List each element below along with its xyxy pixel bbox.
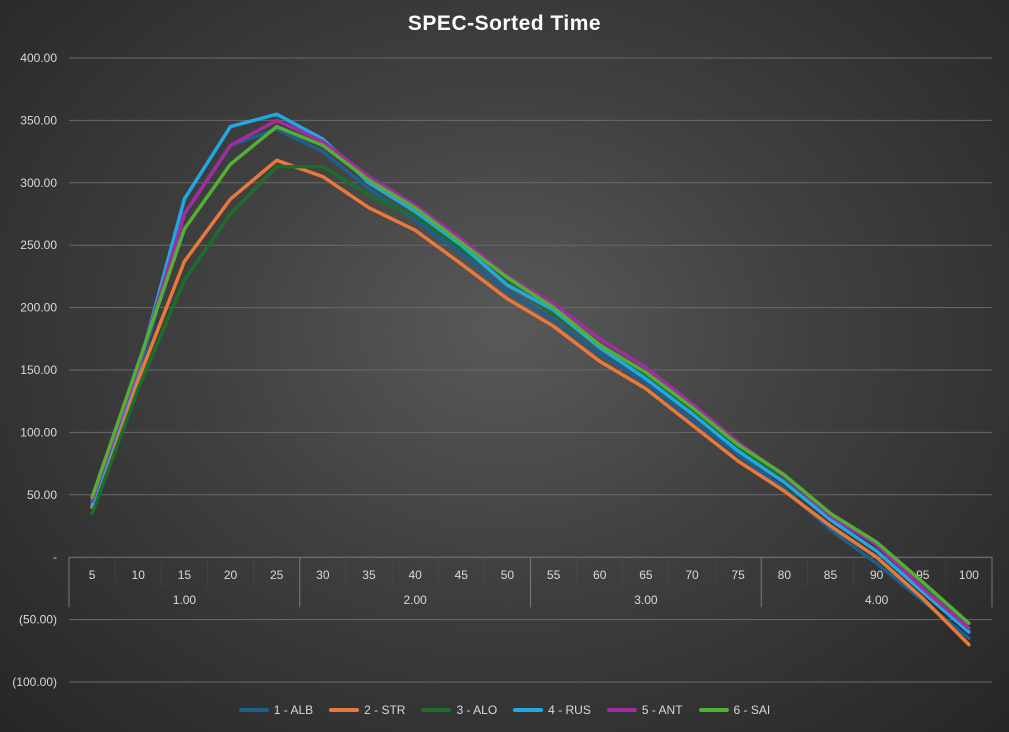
legend-swatch <box>606 708 637 712</box>
y-tick-label: 100.00 <box>20 425 57 439</box>
legend-label: 3 - ALO <box>456 703 498 717</box>
x-tick-label: 25 <box>270 568 284 582</box>
y-tick-label: 400.00 <box>20 51 57 65</box>
y-tick-label: 300.00 <box>20 176 57 190</box>
x-tick-label: 65 <box>639 568 653 582</box>
x-tick-label: 80 <box>778 568 792 582</box>
legend-item: 1 - ALB <box>238 703 314 717</box>
y-tick-label: 250.00 <box>20 238 57 252</box>
x-tick-label: 50 <box>501 568 515 582</box>
x-tick-label: 5 <box>89 568 96 582</box>
legend-item: 6 - SAI <box>698 703 771 717</box>
x-group-label: 3.00 <box>634 593 658 607</box>
series-line <box>90 124 971 626</box>
y-tick-label: 150.00 <box>20 363 57 377</box>
legend-label: 4 - RUS <box>548 703 591 717</box>
legend-item: 3 - ALO <box>421 703 497 717</box>
y-tick-label: - <box>53 550 57 564</box>
chart-title: SPEC-Sorted Time <box>407 12 602 35</box>
legend-item: 5 - ANT <box>606 703 683 717</box>
x-group-label: 1.00 <box>173 593 197 607</box>
x-tick-label: 90 <box>870 568 884 582</box>
x-tick-label: 75 <box>731 568 745 582</box>
legend-item: 4 - RUS <box>513 703 591 717</box>
legend-label: 2 - STR <box>364 703 406 717</box>
x-tick-label: 85 <box>824 568 838 582</box>
x-group-label: 2.00 <box>403 593 427 607</box>
legend-swatch <box>238 708 269 712</box>
chart-legend: 1 - ALB 2 - STR 3 - ALO 4 - RUS 5 - ANT 6 - S… <box>0 703 1009 717</box>
x-tick-label: 30 <box>316 568 330 582</box>
legend-label: 5 - ANT <box>641 703 683 717</box>
legend-swatch <box>513 708 544 712</box>
x-tick-label: 35 <box>362 568 376 582</box>
x-tick-label: 55 <box>547 568 561 582</box>
y-tick-label: 50.00 <box>27 488 57 502</box>
y-tick-label: 350.00 <box>20 113 57 127</box>
series-line <box>90 158 971 647</box>
x-tick-label: 60 <box>593 568 607 582</box>
legend-label: 1 - ALB <box>273 703 314 717</box>
series-line <box>90 112 971 634</box>
series-line <box>90 118 971 631</box>
x-tick-label: 45 <box>455 568 469 582</box>
x-tick-label: 20 <box>224 568 238 582</box>
y-tick-label: (50.00) <box>19 613 57 627</box>
legend-label: 6 - SAI <box>733 703 771 717</box>
x-tick-label: 70 <box>685 568 699 582</box>
legend-swatch <box>698 708 729 712</box>
legend-item: 2 - STR <box>329 703 405 717</box>
x-tick-label: 40 <box>408 568 422 582</box>
legend-swatch <box>421 708 452 712</box>
legend-swatch <box>329 708 360 712</box>
x-tick-label: 10 <box>132 568 146 582</box>
y-tick-label: (100.00) <box>12 675 57 689</box>
x-group-label: 4.00 <box>865 593 889 607</box>
y-tick-label: 200.00 <box>20 301 57 315</box>
x-tick-label: 100 <box>959 568 979 582</box>
x-tick-label: 15 <box>178 568 192 582</box>
